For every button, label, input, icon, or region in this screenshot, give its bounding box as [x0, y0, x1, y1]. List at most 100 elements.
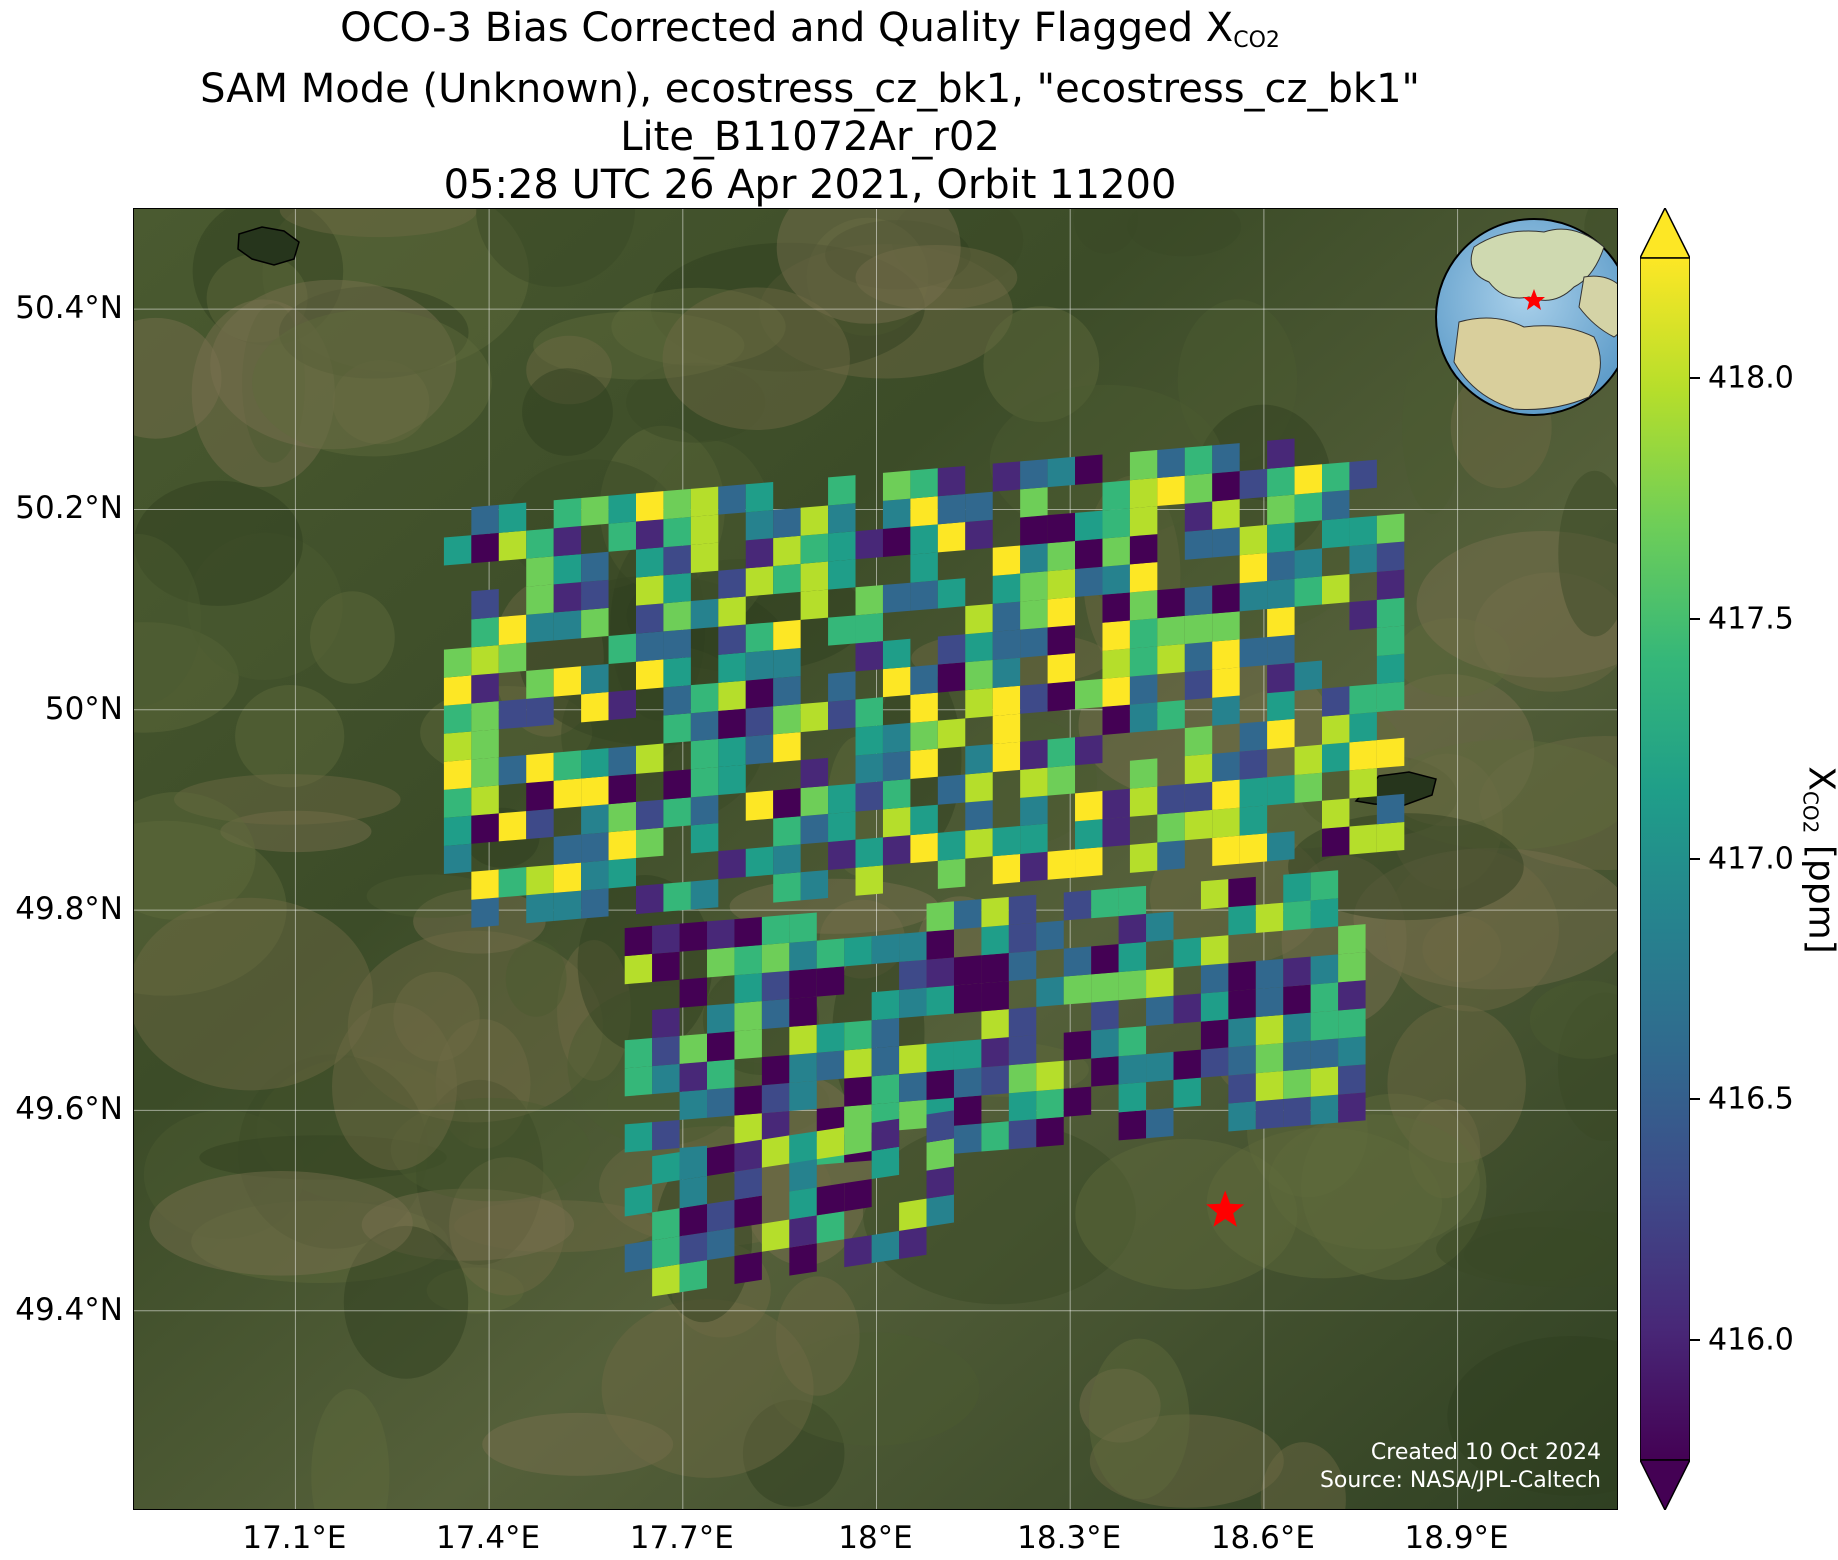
- xco2-sounding: [1184, 501, 1213, 532]
- xco2-sounding: [663, 685, 691, 716]
- xco2-sounding: [1349, 712, 1377, 743]
- terrain-patch: [650, 242, 925, 372]
- xco2-sounding: [773, 563, 801, 595]
- xco2-sounding: [1255, 958, 1284, 990]
- xco2-sounding: [773, 704, 801, 735]
- xco2-sounding: [926, 985, 954, 1016]
- terrain-patch: [1402, 339, 1463, 514]
- y-tick-label: 50.4°N: [15, 290, 123, 327]
- xco2-sounding: [1184, 529, 1213, 560]
- xco2-sounding: [981, 953, 1009, 984]
- xco2-sounding: [816, 1183, 845, 1216]
- xco2-sounding: [1376, 597, 1405, 628]
- terrain-patch: [1529, 980, 1617, 1059]
- xco2-sounding: [1255, 1099, 1284, 1130]
- xco2-sounding: [1020, 487, 1048, 518]
- xco2-sounding: [1283, 872, 1311, 903]
- xco2-sounding: [1239, 805, 1268, 836]
- xco2-sounding: [1294, 772, 1322, 804]
- xco2-sounding: [734, 1251, 762, 1284]
- xco2-sounding: [1075, 734, 1103, 766]
- xco2-sounding: [1102, 592, 1130, 623]
- colorbar-tick: [1690, 377, 1700, 380]
- xco2-sounding: [1129, 506, 1158, 537]
- xco2-sounding: [965, 688, 993, 719]
- xco2-sounding: [773, 844, 801, 875]
- xco2-sounding: [553, 582, 582, 613]
- xco2-sounding: [1228, 1073, 1256, 1104]
- xco2-sounding: [663, 797, 691, 828]
- xco2-sounding: [663, 629, 691, 660]
- xco2-sounding: [679, 1260, 708, 1293]
- xco2-sounding: [1200, 1047, 1229, 1078]
- xco2-sounding: [679, 1089, 708, 1120]
- xco2-sounding: [844, 1122, 872, 1156]
- y-tick-label: 50°N: [44, 690, 123, 727]
- xco2-sounding: [1283, 1040, 1311, 1071]
- xco2-sounding: [652, 1035, 680, 1067]
- xco2-sounding: [1349, 515, 1377, 547]
- xco2-sounding: [553, 778, 582, 809]
- terrain-patch: [1416, 531, 1617, 678]
- xco2-sounding: [965, 603, 993, 635]
- x-tick-label: 18.6°E: [1210, 1520, 1315, 1556]
- xco2-sounding: [581, 888, 609, 919]
- xco2-sounding: [679, 1232, 708, 1265]
- xco2-sounding: [1239, 833, 1268, 864]
- xco2-sounding: [1322, 686, 1350, 717]
- colorbar: [1640, 208, 1690, 1510]
- xco2-sounding: [1349, 684, 1377, 715]
- xco2-sounding: [910, 720, 938, 751]
- xco2-sounding: [663, 657, 691, 688]
- xco2-sounding: [1020, 683, 1048, 714]
- terrain-patch: [1447, 1336, 1617, 1496]
- xco2-sounding: [1047, 597, 1076, 628]
- xco2-sounding: [471, 869, 499, 900]
- xco2-sounding: [1091, 1028, 1119, 1059]
- xco2-sounding: [965, 491, 993, 523]
- map-panel[interactable]: Created 10 Oct 2024 Source: NASA/JPL-Cal…: [133, 208, 1618, 1510]
- xco2-sounding: [882, 582, 911, 614]
- xco2-sounding: [926, 1110, 954, 1143]
- terrain-patch: [134, 820, 287, 996]
- terrain-patch: [332, 360, 430, 445]
- xco2-sounding: [734, 1001, 762, 1032]
- xco2-sounding: [1091, 888, 1119, 919]
- xco2-sounding: [1239, 468, 1268, 500]
- terrain-patch: [143, 1110, 305, 1239]
- xco2-sounding: [926, 957, 954, 988]
- xco2-sounding: [1322, 742, 1350, 773]
- terrain-patch: [149, 1171, 413, 1276]
- xco2-sounding: [1102, 676, 1130, 707]
- xco2-sounding: [981, 1037, 1009, 1068]
- xco2-sounding: [1338, 1036, 1366, 1067]
- terrain-patch: [522, 368, 613, 456]
- xco2-sounding: [1212, 527, 1240, 558]
- xco2-sounding: [937, 858, 966, 889]
- colorbar-tick-label: 417.5: [1708, 601, 1794, 637]
- terrain-patch: [134, 480, 303, 606]
- xco2-sounding: [789, 1187, 817, 1220]
- terrain-patch: [533, 311, 745, 380]
- terrain-patch: [891, 209, 1024, 289]
- xco2-sounding: [652, 923, 680, 954]
- terrain-patch: [1079, 1368, 1161, 1443]
- xco2-sounding: [1200, 991, 1229, 1022]
- colorbar-extend-top: [1640, 208, 1690, 259]
- xco2-sounding: [871, 1230, 900, 1264]
- xco2-sounding: [1102, 564, 1130, 595]
- xco2-sounding: [1239, 637, 1268, 668]
- xco2-sounding: [498, 502, 527, 533]
- terrain-patch: [662, 287, 850, 430]
- xco2-sounding: [789, 1080, 817, 1112]
- terrain-patch: [1089, 1414, 1284, 1508]
- terrain-patch: [238, 1054, 428, 1249]
- xco2-sounding: [526, 612, 554, 643]
- xco2-sounding: [1075, 791, 1103, 822]
- xco2-sounding: [1349, 768, 1377, 799]
- xco2-sounding: [690, 710, 719, 742]
- xco2-sounding: [443, 703, 472, 734]
- xco2-sounding: [471, 729, 499, 760]
- xco2-sounding: [526, 752, 554, 784]
- xco2-sounding: [1063, 946, 1092, 977]
